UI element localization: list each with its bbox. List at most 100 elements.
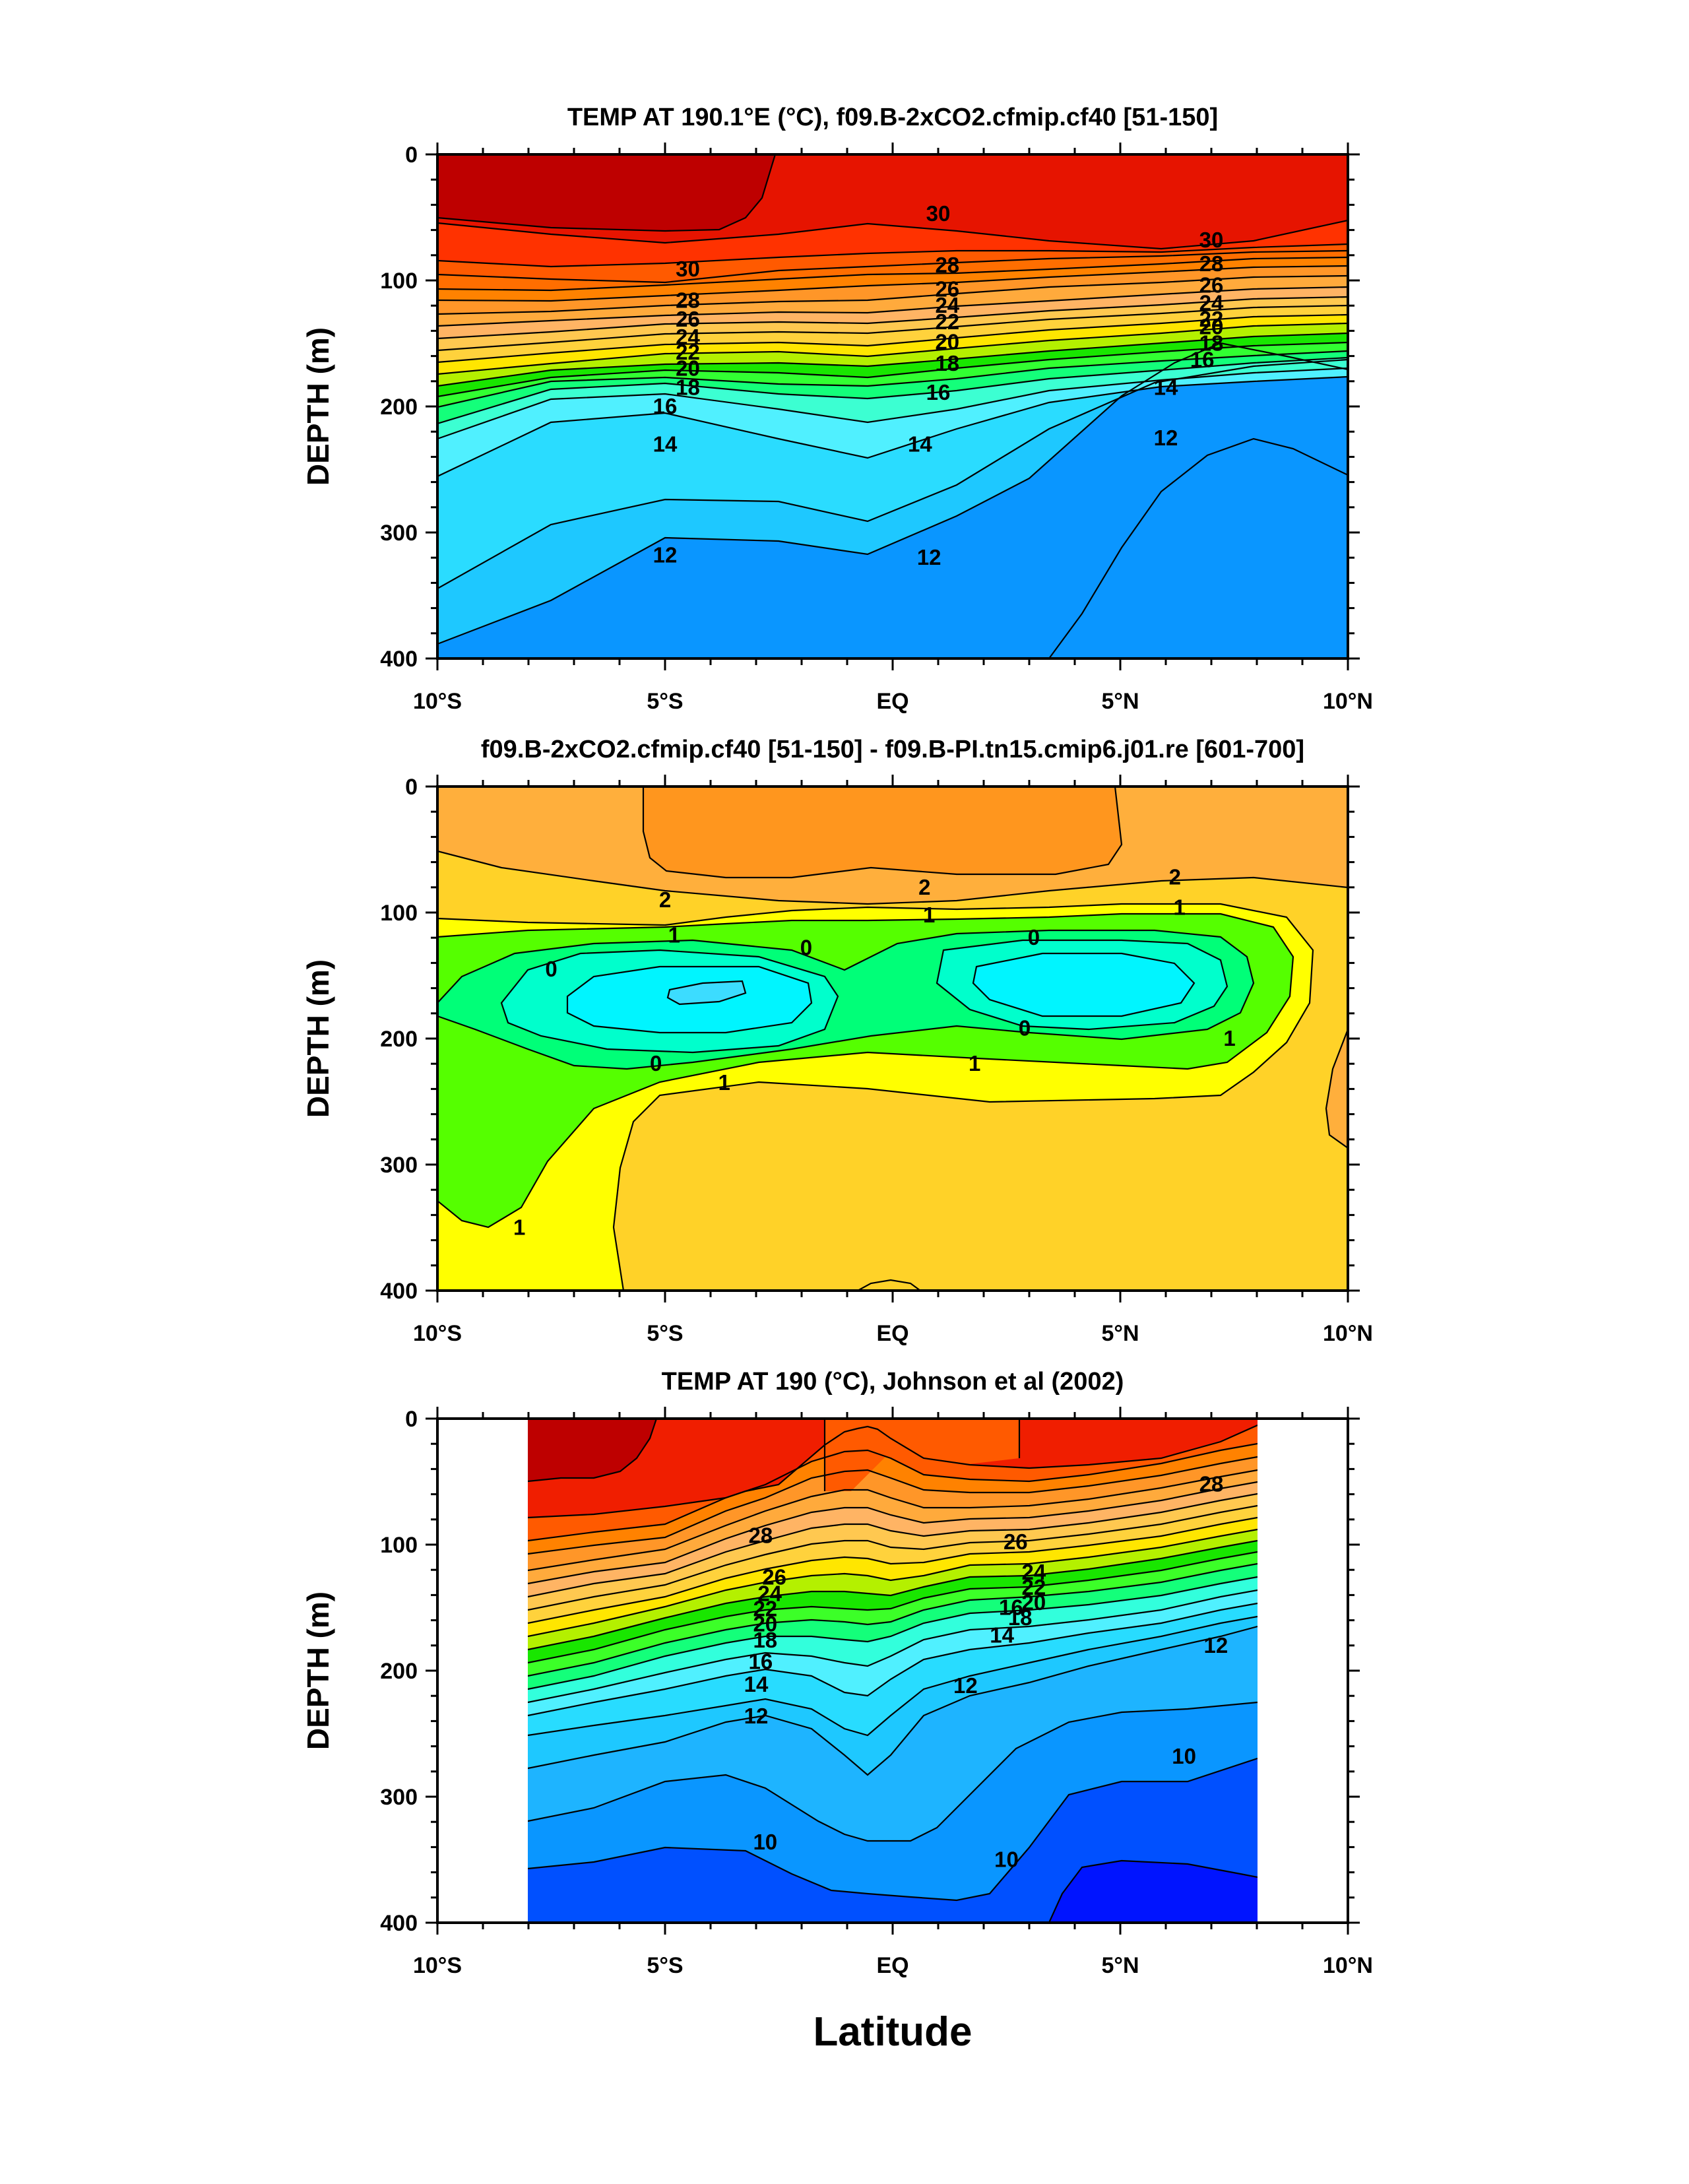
contour-label: 16 — [1190, 347, 1215, 371]
band-warm — [643, 787, 1122, 878]
contour-label-text: 20 — [676, 356, 700, 381]
contour-label-text: 16 — [926, 380, 951, 404]
contour-label-text: 0 — [1028, 925, 1040, 949]
contour-label-text: 24 — [1199, 290, 1224, 315]
x-tick-label: 5°S — [647, 1321, 683, 1346]
contour-label: 24 — [935, 293, 959, 317]
y-tick-label: 400 — [380, 647, 418, 672]
x-tick-label: 5°N — [1101, 689, 1139, 714]
contour-label: 12 — [1204, 1633, 1228, 1657]
contour-label-text: 1 — [923, 903, 935, 927]
contour-label-text: 20 — [1022, 1590, 1046, 1615]
contour-label-text: 16 — [999, 1595, 1023, 1620]
contour-label-text: 18 — [753, 1628, 777, 1652]
contour-label: 26 — [1199, 273, 1224, 298]
contour-label-text: 26 — [676, 307, 700, 331]
contour-label: 28 — [676, 288, 700, 313]
contour-label: 14 — [653, 432, 678, 456]
contour-label-text: 22 — [1199, 307, 1224, 331]
contour-label: 10 — [994, 1847, 1019, 1872]
contour-label: 22 — [1199, 307, 1224, 331]
contour-label-text: 30 — [676, 257, 700, 281]
contour-label: 22 — [676, 340, 700, 364]
contour-label-text: 26 — [1199, 273, 1224, 298]
x-tick-label: 10°N — [1323, 1953, 1373, 1978]
band-28 — [528, 1419, 1258, 1518]
contour-label-text: 12 — [653, 542, 678, 567]
contour-label-text: 14 — [1154, 375, 1178, 399]
contour-label-text: 24 — [935, 293, 959, 317]
contour-label: 2 — [1169, 865, 1181, 889]
contour-label-text: 20 — [935, 330, 959, 354]
contour-label: 22 — [1022, 1575, 1046, 1599]
contour-label: 22 — [935, 309, 959, 334]
contour-label: 14 — [990, 1623, 1014, 1648]
contour-label-text: 18 — [935, 351, 959, 375]
contour-label-text: 2 — [1169, 865, 1181, 889]
contour-label-text: 0 — [800, 935, 812, 959]
band-neg-inner — [567, 953, 1194, 1033]
y-tick-label: 300 — [380, 1785, 418, 1810]
contour-label-text: 1 — [513, 1215, 525, 1240]
y-tick-label: 0 — [405, 775, 418, 800]
contour-label-text: 28 — [676, 288, 700, 313]
contour-label-text: 28 — [749, 1524, 773, 1548]
contour-label: 1 — [1174, 895, 1186, 919]
y-tick-label: 400 — [380, 1279, 418, 1304]
y-tick-label: 100 — [380, 1533, 418, 1558]
contour-label-text: 1 — [718, 1070, 730, 1095]
contour-label: 0 — [1028, 925, 1040, 949]
contour-label: 20 — [676, 356, 700, 381]
contour-label-text: 14 — [908, 432, 932, 456]
contour-label: 2 — [659, 887, 671, 912]
contour-label-text: 2 — [918, 875, 930, 899]
contour-label: 24 — [757, 1581, 782, 1605]
contour-label-text: 14 — [990, 1623, 1014, 1648]
y-tick-label: 0 — [405, 143, 418, 168]
contour-label: 30 — [1199, 228, 1224, 252]
x-tick-label: 10°S — [413, 1953, 462, 1978]
x-tick-label: 5°N — [1101, 1953, 1139, 1978]
contour-label: 20 — [753, 1611, 777, 1636]
y-tick-label: 200 — [380, 395, 418, 420]
contour-label: 20 — [1022, 1590, 1046, 1615]
contour-label-text: 12 — [744, 1704, 769, 1728]
contour-label: 14 — [744, 1672, 769, 1696]
contour-label: 30 — [926, 201, 951, 226]
contour-label-text: 18 — [1008, 1605, 1033, 1630]
panel-1-title: TEMP AT 190.1°E (°C), f09.B-2xCO2.cfmip.… — [567, 104, 1218, 131]
contour-label-text: 16 — [749, 1650, 773, 1674]
contour-label: 20 — [1199, 315, 1224, 339]
contour-label: 18 — [753, 1628, 777, 1652]
panel-2-field — [437, 787, 1348, 1291]
contour-label-text: 26 — [1004, 1529, 1028, 1554]
contour-label: 22 — [753, 1596, 777, 1621]
contour-label: 1 — [969, 1051, 980, 1076]
y-tick-label: 300 — [380, 521, 418, 546]
panel-3-ylabel: DEPTH (m) — [301, 1591, 335, 1750]
band-deepest — [1049, 1861, 1258, 1923]
y-tick-label: 200 — [380, 1659, 418, 1684]
contour-label: 16 — [749, 1650, 773, 1674]
y-tick-label: 400 — [380, 1911, 418, 1936]
contour-label: 16 — [999, 1595, 1023, 1620]
contour-label-text: 0 — [545, 957, 557, 981]
contour-label: 28 — [1199, 251, 1224, 276]
x-tick-label: 10°N — [1323, 1321, 1373, 1346]
x-tick-label: EQ — [876, 1953, 908, 1978]
contour-label-text: 18 — [1199, 331, 1224, 356]
contour-label: 12 — [744, 1704, 769, 1728]
contour-label-text: 12 — [1154, 426, 1178, 450]
contour-label-text: 16 — [1190, 347, 1215, 371]
contour-label: 12 — [653, 542, 678, 567]
contour-label: 26 — [1004, 1529, 1028, 1554]
contour-label-text: 1 — [1223, 1026, 1235, 1050]
panel-3-ticks: 10°S 5°S EQ 5°N 10°N 0 100 200 300 400 — [380, 1407, 1373, 1978]
contour-label: 1 — [668, 922, 680, 947]
panel-3-title: TEMP AT 190 (°C), Johnson et al (2002) — [662, 1368, 1124, 1396]
contour-label: 16 — [653, 394, 678, 418]
contour-label: 0 — [1019, 1016, 1031, 1041]
